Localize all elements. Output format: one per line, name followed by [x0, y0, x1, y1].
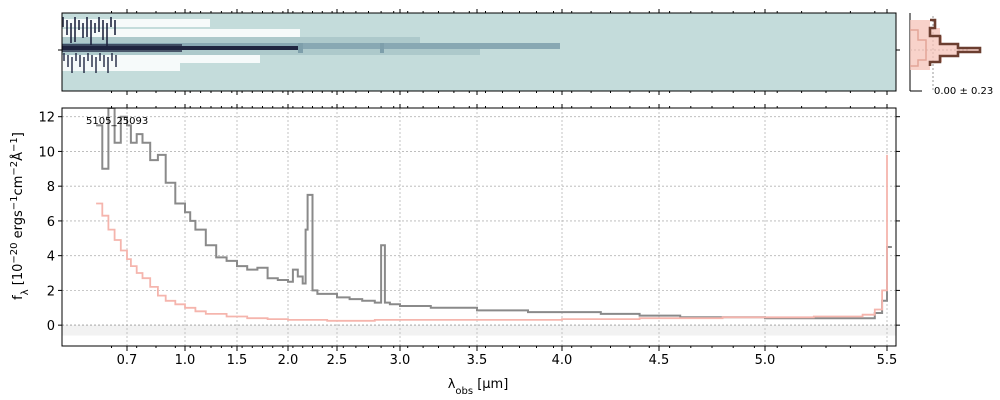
spectrum-2d-band: [62, 43, 560, 49]
spectrum-2d-noise: [95, 57, 97, 73]
x-tick-label: 2.0: [278, 353, 299, 368]
spectrum-2d-noise: [110, 17, 112, 27]
spectrum-2d-noise: [78, 20, 80, 30]
spectrum-2d-noise: [83, 57, 85, 73]
spectrum-2d-noise: [114, 20, 116, 35]
y-tick-label: 6: [47, 215, 55, 230]
spectrum-2d-band: [62, 49, 480, 55]
spectrum-2d-noise: [94, 23, 96, 33]
spectrum-2d-panel: [58, 9, 900, 95]
x-tick-label: 4.0: [552, 353, 573, 368]
zero-band: [62, 325, 896, 336]
series-line: [96, 108, 892, 320]
spectrum-2d-noise: [115, 55, 117, 67]
y-axis-label: fλ [10−20 ergs−1cm−2Å−1]: [9, 132, 31, 300]
spectrum-1d-panel: 0 2 4 6 8 10 12 0.7 1.0 1.5 2.0 2.5 3.0 3.5 4.0 4.5 5.0 5…: [38, 104, 900, 368]
x-tick-label: 3.5: [467, 353, 488, 368]
spectrum-2d-frame: [61, 12, 897, 92]
spectrum-2d-band: [62, 19, 210, 27]
spectrum-2d-noise: [103, 55, 105, 67]
spectrum-2d-noise: [66, 20, 68, 35]
spectrum-2d-noise: [99, 53, 101, 61]
spectrum-2d-trace: [62, 44, 182, 52]
x-tick-label: 4.5: [649, 353, 670, 368]
y-tick-label: 4: [47, 250, 55, 265]
spectrum-2d-band: [62, 29, 300, 37]
spectrum-2d-noise: [74, 17, 76, 42]
spectrum-2d-noise: [63, 53, 65, 61]
spectrum-2d-noise: [71, 57, 73, 73]
x-tick-label: 5.5: [877, 353, 898, 368]
spectrum-2d-noise: [111, 53, 113, 61]
x-tick-label: 1.0: [175, 353, 196, 368]
spectrum-2d-noise: [102, 20, 104, 40]
spectrum-2d-noise: [86, 17, 88, 37]
x-tick-label: 0.7: [117, 353, 138, 368]
spectrum-2d-noise: [79, 55, 81, 67]
x-tick-label: 3.0: [390, 353, 411, 368]
object-id-label: 5105_25093: [86, 116, 148, 127]
profile-annotation: 0.00 ± 0.23: [934, 86, 993, 97]
spectrum-2d-noise: [98, 17, 100, 32]
profile-error: [910, 29, 927, 67]
x-tick-label: 1.5: [227, 353, 248, 368]
x-axis-label: λobs [μm]: [448, 377, 509, 397]
spectrum-2d-noise: [62, 17, 64, 27]
spectrum-2d-noise: [106, 23, 108, 48]
spectrum-2d-noise: [70, 23, 72, 43]
y-tick-label: 12: [38, 111, 55, 126]
spectrum-2d-noise: [82, 23, 84, 38]
spectrum-2d-band: [62, 37, 420, 43]
y-tick-label: 2: [47, 284, 55, 299]
spectrum-2d-noise: [107, 57, 109, 73]
spectrum-2d-band: [62, 63, 180, 71]
spectrum-2d-band: [62, 55, 260, 63]
y-tick-label: 0: [47, 319, 55, 334]
spectrum-2d-noise: [67, 55, 69, 67]
spectrum-2d-noise: [90, 20, 92, 45]
spectrum-2d-noise: [87, 53, 89, 61]
spectrum-2d-emission-line: [380, 43, 384, 53]
series-line: [96, 154, 888, 322]
y-tick-label: 10: [38, 145, 55, 160]
x-tick-label: 2.5: [327, 353, 348, 368]
spectrum-2d-noise: [91, 55, 93, 67]
profile-panel: [909, 13, 982, 92]
spectrum-2d-emission-line: [298, 43, 303, 53]
y-tick-label: 8: [47, 180, 55, 195]
profile-line: [928, 18, 982, 66]
plot-frame: [61, 107, 897, 347]
x-tick-label: 5.0: [755, 353, 776, 368]
spectrum-2d-noise: [75, 53, 77, 61]
